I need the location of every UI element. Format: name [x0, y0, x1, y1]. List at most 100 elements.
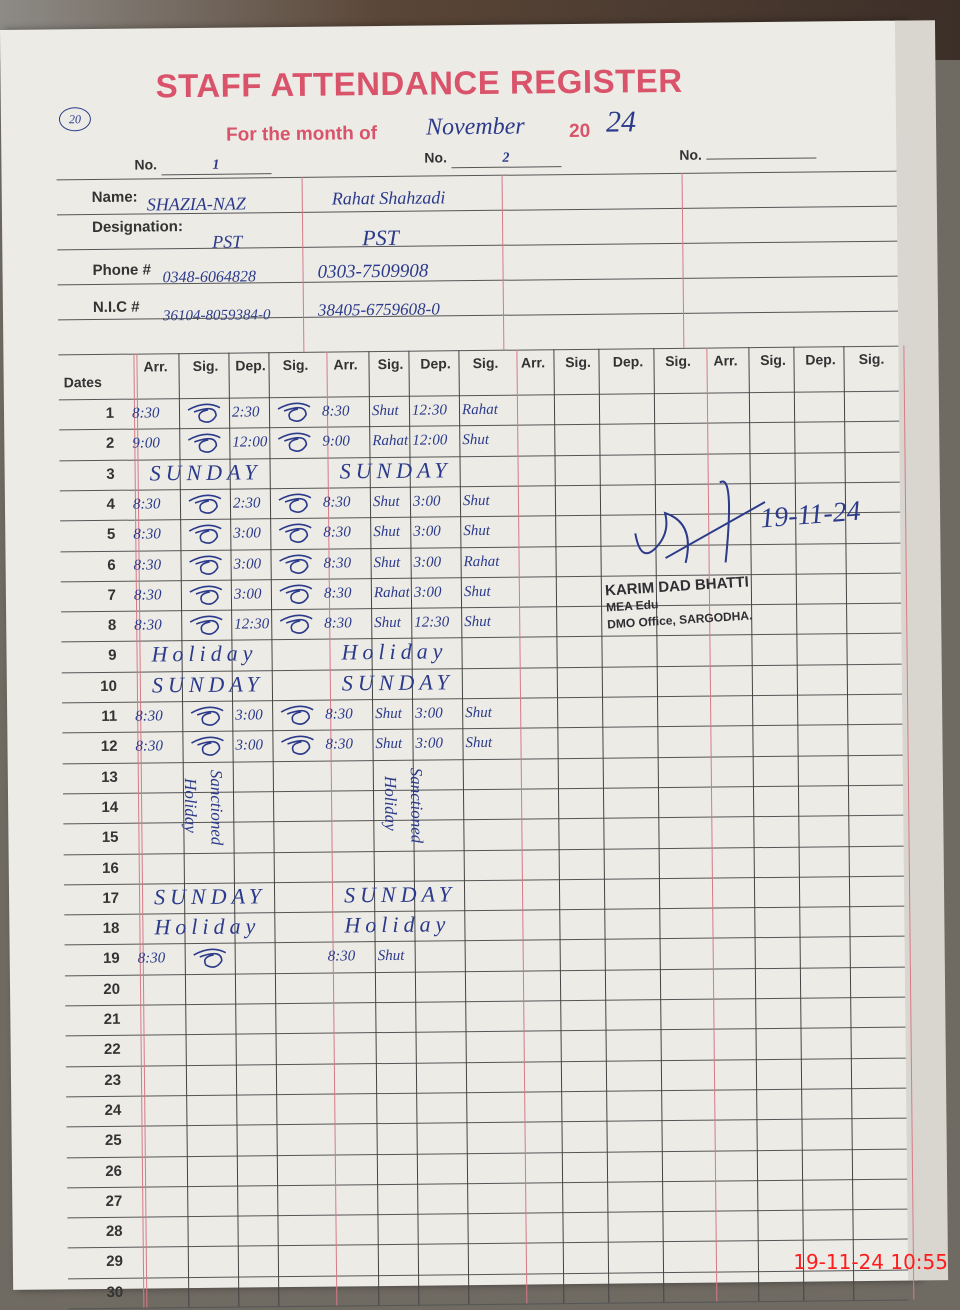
staff-2-name: Rahat Shahzadi — [331, 187, 446, 209]
nic-label: N.I.C # — [92, 298, 140, 317]
column-line — [793, 346, 805, 1301]
signature-text: Shut — [371, 402, 399, 420]
signature-text: Shut — [375, 736, 403, 753]
sanctioned-note: Sanctioned — [406, 767, 427, 843]
signature-icon — [192, 945, 232, 976]
date-label: 2 — [105, 435, 115, 453]
staff-no-2: No. 2 — [424, 148, 562, 169]
staff-2-phone: 0303-7509908 — [317, 260, 429, 283]
time-entry: 3:00 — [415, 735, 444, 752]
time-entry: 3:00 — [413, 584, 442, 601]
date-label: 18 — [102, 919, 120, 938]
time-entry: 12:00 — [232, 434, 268, 451]
time-entry: 9:00 — [322, 433, 350, 450]
column-line — [598, 348, 610, 1303]
staff-1-nic: 36104-8059384-0 — [162, 307, 271, 325]
signature-text: Shut — [462, 432, 490, 449]
name-label: Name: — [91, 188, 138, 207]
time-entry: 8:30 — [133, 587, 162, 604]
date-label: 4 — [106, 495, 116, 513]
signature-icon — [189, 733, 229, 764]
day-note: Holiday — [151, 640, 258, 667]
date-label: 24 — [104, 1101, 122, 1119]
staff-no-1: No. 1 — [134, 155, 272, 176]
camera-timestamp: 19-11-24 10:55 — [793, 1250, 948, 1274]
time-entry: 12:30 — [414, 614, 450, 631]
year-prefix: 20 — [568, 120, 591, 143]
attendance-register-page: 20 STAFF ATTENDANCE REGISTER For the mon… — [0, 20, 949, 1310]
date-label: 14 — [101, 798, 119, 816]
time-entry: 9:00 — [132, 435, 160, 452]
date-label: 17 — [102, 889, 120, 907]
signature-icon — [277, 490, 317, 521]
time-entry: 3:00 — [233, 525, 261, 542]
col-header-dates: Dates — [63, 373, 102, 391]
signature-icon — [188, 612, 228, 643]
time-entry: 8:30 — [137, 950, 166, 967]
col-header-dep: Dep. — [805, 351, 836, 368]
col-header-dep: Dep. — [235, 357, 266, 374]
signature-text: Shut — [372, 493, 400, 511]
time-entry: 3:00 — [413, 553, 442, 571]
row-rule — [68, 1269, 909, 1280]
date-label: 8 — [107, 616, 117, 634]
time-entry: 8:30 — [322, 494, 351, 511]
attendance-grid: Dates Arr. Sig. Dep. Sig. Arr. Sig. Dep. Sig. Arr… — [0, 21, 915, 1310]
staff-1-name: SHAZIA-NAZ — [146, 193, 246, 215]
time-entry: 12:00 — [412, 432, 448, 450]
time-entry: 8:30 — [323, 524, 351, 541]
date-label: 6 — [107, 556, 116, 574]
signature-text: Rahat — [373, 584, 410, 601]
time-entry: 2:30 — [231, 404, 260, 421]
time-entry: 8:30 — [321, 403, 350, 420]
officer-stamp: KARIM DAD BHATTI MEA Edu DMO Office, SAR… — [605, 573, 753, 633]
time-entry: 2:30 — [232, 495, 261, 512]
row-rule — [67, 1238, 908, 1249]
row-rule — [68, 1299, 909, 1310]
date-label: 7 — [107, 586, 117, 604]
date-label: 12 — [100, 738, 118, 756]
sanctioned-note: Holiday — [180, 777, 201, 833]
designation-label: Designation: — [91, 218, 184, 237]
col-header-sig: Sig. — [760, 351, 786, 369]
signature-icon — [186, 400, 226, 431]
no-label: No. — [679, 146, 702, 163]
date-label: 10 — [100, 677, 117, 695]
rule-line — [57, 240, 898, 251]
day-note: SUNDAY — [343, 881, 457, 908]
staff-divider — [301, 176, 305, 352]
col-header-sig: Sig. — [472, 354, 499, 372]
signature-icon — [278, 580, 318, 611]
no-value: 1 — [160, 157, 272, 176]
date-label: 1 — [105, 404, 115, 422]
col-header-dep: Dep. — [420, 355, 451, 372]
signature-icon — [187, 491, 227, 522]
signature-text: Shut — [464, 613, 491, 631]
date-label: 13 — [101, 768, 118, 786]
date-label: 22 — [103, 1041, 121, 1059]
no-value: 2 — [450, 150, 562, 169]
signature-icon — [279, 702, 319, 733]
col-header-sig: Sig. — [192, 357, 219, 375]
col-header-sig: Sig. — [282, 356, 309, 374]
time-entry: 3:00 — [233, 555, 262, 573]
page-number: 20 — [58, 107, 92, 132]
no-value — [705, 157, 816, 160]
signature-text: Rahat — [372, 433, 409, 450]
signature-text: Rahat — [461, 401, 498, 419]
date-label: 21 — [103, 1010, 121, 1028]
signature-icon — [277, 550, 317, 581]
date-label: 11 — [101, 707, 118, 725]
col-header-arr: Arr. — [333, 356, 358, 373]
time-entry: 8:30 — [133, 526, 161, 543]
sanctioned-note: Sanctioned — [206, 769, 227, 846]
signature-text: Shut — [375, 705, 402, 723]
date-label: 26 — [105, 1162, 123, 1180]
time-entry: 3:00 — [413, 523, 441, 540]
time-entry: 8:30 — [132, 496, 161, 513]
row-rule — [66, 1117, 907, 1128]
row-rule — [65, 1057, 906, 1067]
row-rule — [67, 1178, 908, 1189]
date-label: 3 — [106, 465, 115, 483]
signature-text: Shut — [374, 614, 401, 632]
